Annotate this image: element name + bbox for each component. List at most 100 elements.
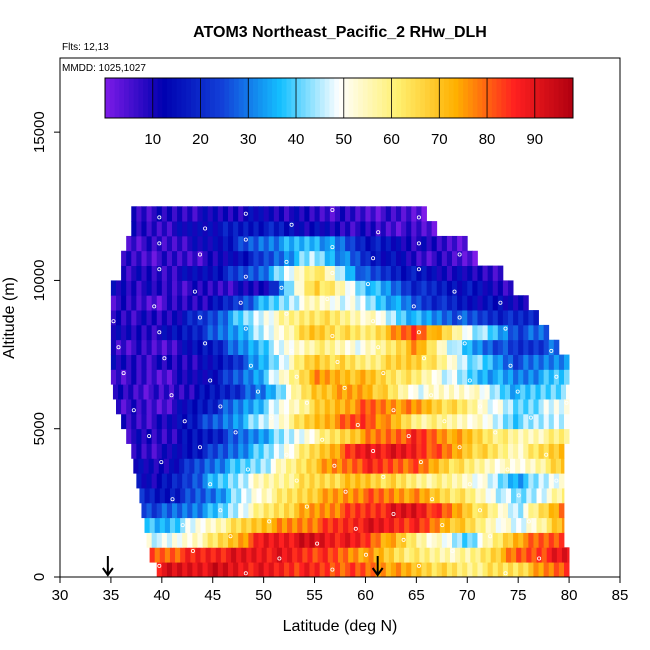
heatmap-cell: [418, 384, 424, 400]
sample-marker: [452, 289, 457, 294]
heatmap-cell: [131, 324, 137, 341]
heatmap-cell: [334, 473, 341, 489]
heatmap-cell: [343, 488, 349, 504]
heatmap-cell: [513, 443, 519, 459]
heatmap-cell: [265, 384, 272, 400]
heatmap-cell: [553, 473, 560, 489]
heatmap-cell: [319, 443, 326, 459]
heatmap-cell: [248, 250, 254, 266]
colorbar-cell: [186, 78, 192, 118]
heatmap-cell: [543, 502, 550, 519]
heatmap-cell: [474, 458, 480, 474]
heatmap-cell: [233, 265, 239, 281]
heatmap-cell: [380, 221, 387, 237]
heatmap-cell: [197, 310, 203, 326]
heatmap-cell: [411, 324, 417, 341]
heatmap-cell: [431, 250, 438, 266]
heatmap-cell: [457, 369, 463, 385]
heatmap-cell: [443, 458, 450, 474]
heatmap-cell: [541, 488, 548, 504]
heatmap-cell: [210, 517, 217, 533]
heatmap-cell: [378, 488, 385, 504]
heatmap-cell: [411, 399, 417, 415]
heatmap-cell: [304, 295, 310, 311]
heatmap-cell: [467, 250, 473, 266]
heatmap-cell: [217, 354, 224, 370]
heatmap-cell: [436, 295, 443, 311]
heatmap-cell: [233, 310, 239, 326]
heatmap-cell: [396, 324, 402, 341]
heatmap-cell: [342, 384, 348, 400]
heatmap-cell: [500, 517, 507, 533]
heatmap-cell: [278, 324, 285, 341]
sample-marker: [554, 478, 559, 483]
heatmap-cell: [273, 339, 280, 355]
colorbar-cell: [200, 78, 206, 118]
heatmap-cell: [294, 324, 300, 341]
heatmap-cell: [209, 384, 216, 400]
heatmap-cell: [390, 413, 397, 430]
heatmap-cell: [462, 235, 468, 252]
sample-marker: [416, 330, 421, 335]
sample-marker: [406, 434, 411, 439]
heatmap-cell: [360, 206, 366, 222]
heatmap-cell: [136, 280, 142, 296]
heatmap-cell: [197, 443, 203, 459]
colorbar-cell: [143, 78, 149, 118]
heatmap-cell: [253, 295, 259, 311]
heatmap-cell: [172, 428, 178, 444]
heatmap-cell: [360, 221, 366, 237]
heatmap-cell: [357, 384, 363, 400]
heatmap-cell: [263, 310, 270, 326]
heatmap-cell: [228, 399, 234, 415]
heatmap-cell: [426, 280, 433, 296]
heatmap-cell: [416, 413, 422, 430]
heatmap-cell: [457, 324, 463, 341]
colorbar-cell: [496, 78, 502, 118]
heatmap-cell: [136, 339, 142, 355]
heatmap-cell: [248, 428, 254, 444]
heatmap-cell: [177, 428, 183, 444]
heatmap-cell: [238, 339, 244, 355]
heatmap-cell: [235, 384, 241, 400]
heatmap-cell: [251, 488, 257, 504]
sample-marker: [391, 408, 396, 413]
heatmap-cell: [118, 384, 124, 400]
heatmap-cell: [434, 547, 441, 563]
heatmap-cell: [436, 265, 443, 281]
heatmap-cell: [329, 473, 336, 489]
heatmap-cell: [470, 517, 476, 533]
heatmap-cell: [543, 532, 550, 548]
colorbar-cell: [214, 78, 221, 118]
colorbar-tick-label: 90: [526, 131, 543, 148]
heatmap-cell: [207, 532, 214, 548]
colorbar-border: [104, 77, 574, 119]
heatmap-cell: [314, 413, 321, 430]
heatmap-cell: [258, 473, 265, 489]
heatmap-cell: [528, 443, 534, 459]
heatmap-cell: [212, 221, 219, 237]
heatmap-cell: [518, 532, 524, 548]
heatmap-cell: [263, 295, 270, 311]
colorbar-cell: [124, 78, 130, 118]
heatmap-cell: [280, 384, 287, 400]
heatmap-cell: [505, 547, 512, 563]
heatmap-cell: [492, 295, 499, 311]
heatmap-cell: [161, 339, 168, 355]
heatmap-cell: [126, 428, 132, 444]
heatmap-cell: [110, 295, 117, 311]
heatmap-cell: [431, 562, 438, 578]
heatmap-cell: [385, 369, 392, 385]
heatmap-cell: [431, 369, 438, 385]
heatmap-cell: [444, 547, 451, 563]
heatmap-cell: [411, 221, 417, 237]
heatmap-cell: [360, 265, 366, 281]
heatmap-cell: [390, 399, 397, 415]
heatmap-cell: [436, 532, 443, 548]
heatmap-cell: [446, 295, 453, 311]
heatmap-cell: [426, 265, 433, 281]
heatmap-cell: [436, 413, 443, 430]
heatmap-cell: [241, 488, 247, 504]
heatmap-cell: [531, 488, 537, 504]
heatmap-cell: [187, 532, 193, 548]
